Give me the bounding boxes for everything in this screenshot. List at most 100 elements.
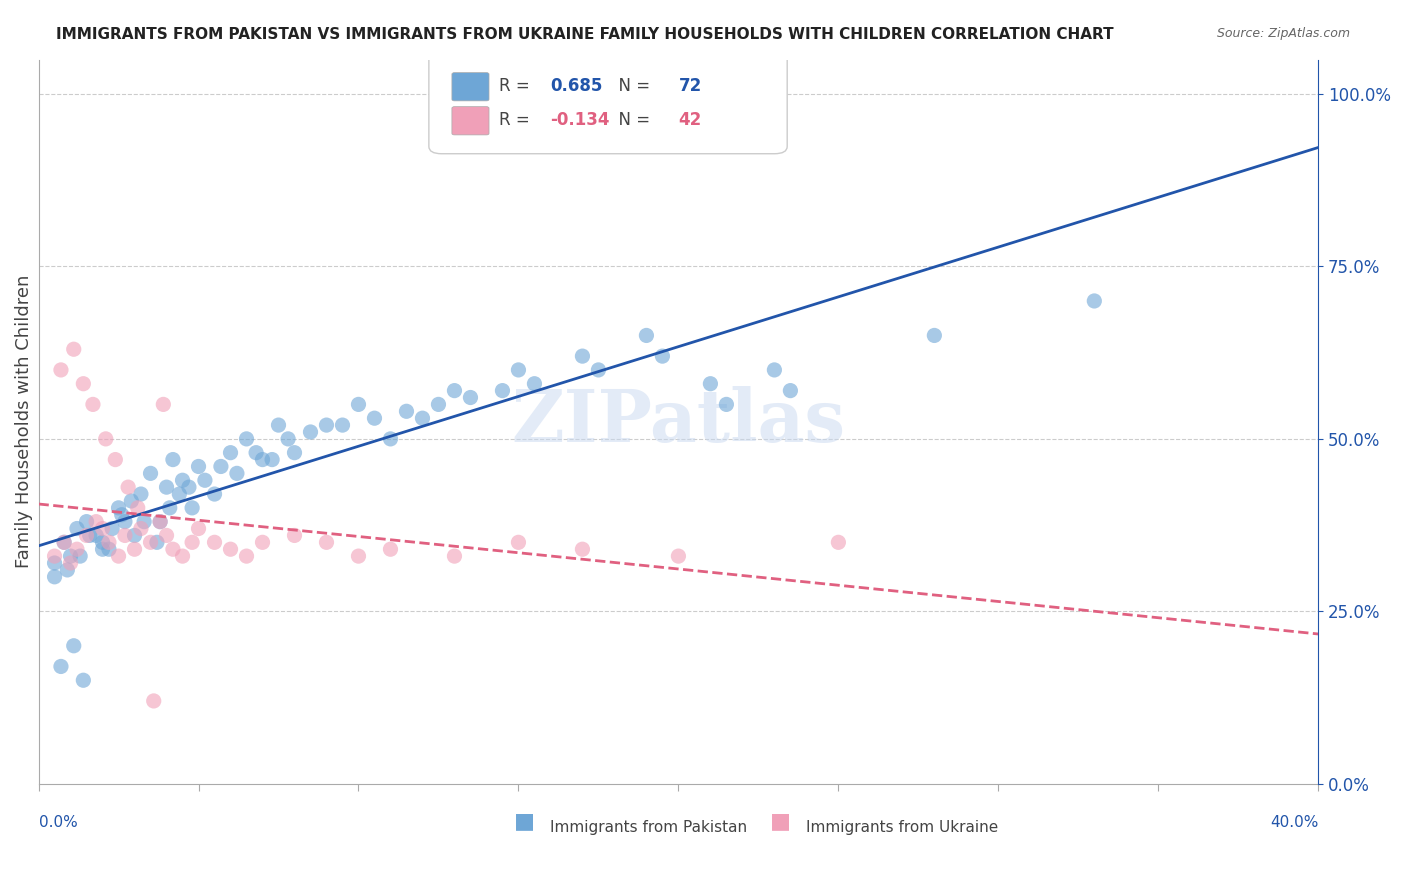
Immigrants from Pakistan xyxy=(101,522,124,536)
Immigrants from Pakistan xyxy=(181,500,204,515)
Immigrants from Pakistan xyxy=(69,549,91,563)
Immigrants from Pakistan xyxy=(245,445,267,459)
Immigrants from Pakistan xyxy=(124,528,146,542)
Immigrants from Ukraine xyxy=(219,542,242,557)
Immigrants from Pakistan xyxy=(44,556,66,570)
Immigrants from Pakistan xyxy=(114,515,136,529)
Immigrants from Pakistan xyxy=(347,397,370,411)
Text: ■: ■ xyxy=(770,811,792,831)
Immigrants from Pakistan xyxy=(56,563,79,577)
Immigrants from Ukraine xyxy=(104,452,127,467)
Immigrants from Pakistan xyxy=(159,500,181,515)
Text: -0.134: -0.134 xyxy=(550,112,610,129)
Immigrants from Ukraine xyxy=(181,535,204,549)
Immigrants from Ukraine xyxy=(347,549,370,563)
Immigrants from Ukraine xyxy=(127,500,149,515)
Immigrants from Pakistan xyxy=(443,384,465,398)
Immigrants from Pakistan xyxy=(59,549,82,563)
Immigrants from Pakistan xyxy=(235,432,257,446)
Immigrants from Pakistan xyxy=(84,528,107,542)
Immigrants from Ukraine xyxy=(53,535,76,549)
Immigrants from Pakistan xyxy=(262,452,284,467)
Text: 72: 72 xyxy=(679,78,702,95)
Immigrants from Pakistan xyxy=(169,487,191,501)
Immigrants from Pakistan xyxy=(194,473,217,487)
Immigrants from Pakistan xyxy=(363,411,385,425)
Immigrants from Pakistan xyxy=(97,542,120,557)
Immigrants from Ukraine xyxy=(315,535,337,549)
Text: 42: 42 xyxy=(679,112,702,129)
Immigrants from Ukraine xyxy=(668,549,690,563)
Immigrants from Pakistan xyxy=(411,411,433,425)
Immigrants from Ukraine xyxy=(172,549,194,563)
Immigrants from Pakistan xyxy=(162,452,184,467)
Immigrants from Pakistan xyxy=(187,459,209,474)
Text: R =: R = xyxy=(499,112,536,129)
Immigrants from Pakistan xyxy=(111,508,134,522)
Immigrants from Pakistan xyxy=(91,535,114,549)
Immigrants from Pakistan xyxy=(129,487,152,501)
Immigrants from Ukraine xyxy=(94,432,117,446)
Immigrants from Pakistan xyxy=(149,515,172,529)
Immigrants from Pakistan xyxy=(523,376,546,391)
Immigrants from Pakistan xyxy=(491,384,513,398)
Text: N =: N = xyxy=(607,112,655,129)
Immigrants from Pakistan xyxy=(226,467,249,481)
Immigrants from Pakistan xyxy=(395,404,418,418)
Immigrants from Pakistan xyxy=(779,384,801,398)
Text: 0.0%: 0.0% xyxy=(38,815,77,830)
Immigrants from Pakistan xyxy=(277,432,299,446)
Immigrants from Ukraine xyxy=(187,522,209,536)
Immigrants from Pakistan xyxy=(380,432,402,446)
Text: Immigrants from Ukraine: Immigrants from Ukraine xyxy=(807,820,998,835)
Immigrants from Ukraine xyxy=(827,535,849,549)
Immigrants from Ukraine xyxy=(124,542,146,557)
Immigrants from Ukraine xyxy=(76,528,98,542)
Immigrants from Ukraine xyxy=(139,535,162,549)
Immigrants from Ukraine xyxy=(107,549,129,563)
Immigrants from Ukraine xyxy=(380,542,402,557)
FancyBboxPatch shape xyxy=(429,53,787,153)
Immigrants from Pakistan xyxy=(460,391,482,405)
Immigrants from Ukraine xyxy=(66,542,89,557)
FancyBboxPatch shape xyxy=(451,72,489,101)
Immigrants from Ukraine xyxy=(283,528,305,542)
Immigrants from Ukraine xyxy=(155,528,177,542)
Text: R =: R = xyxy=(499,78,536,95)
Immigrants from Pakistan xyxy=(571,349,593,363)
Immigrants from Ukraine xyxy=(44,549,66,563)
Immigrants from Pakistan xyxy=(91,542,114,557)
Immigrants from Pakistan xyxy=(134,515,156,529)
Immigrants from Pakistan xyxy=(924,328,946,343)
Immigrants from Pakistan xyxy=(716,397,738,411)
Text: N =: N = xyxy=(607,78,655,95)
Immigrants from Pakistan xyxy=(204,487,226,501)
Text: Source: ZipAtlas.com: Source: ZipAtlas.com xyxy=(1216,27,1350,40)
Immigrants from Ukraine xyxy=(149,515,172,529)
Immigrants from Ukraine xyxy=(162,542,184,557)
Text: 0.685: 0.685 xyxy=(550,78,603,95)
Immigrants from Pakistan xyxy=(155,480,177,494)
Immigrants from Pakistan xyxy=(107,500,129,515)
Immigrants from Pakistan xyxy=(299,425,322,439)
Immigrants from Ukraine xyxy=(142,694,165,708)
Immigrants from Pakistan xyxy=(1083,293,1105,308)
Text: 40.0%: 40.0% xyxy=(1270,815,1319,830)
Immigrants from Pakistan xyxy=(508,363,530,377)
Immigrants from Ukraine xyxy=(235,549,257,563)
Immigrants from Ukraine xyxy=(59,556,82,570)
Immigrants from Ukraine xyxy=(129,522,152,536)
Immigrants from Pakistan xyxy=(49,659,72,673)
Immigrants from Pakistan xyxy=(72,673,94,688)
Immigrants from Pakistan xyxy=(636,328,658,343)
Immigrants from Pakistan xyxy=(219,445,242,459)
Immigrants from Ukraine xyxy=(508,535,530,549)
Y-axis label: Family Households with Children: Family Households with Children xyxy=(15,275,32,568)
Immigrants from Pakistan xyxy=(209,459,232,474)
Immigrants from Pakistan xyxy=(79,528,101,542)
Immigrants from Pakistan xyxy=(66,522,89,536)
Immigrants from Pakistan xyxy=(252,452,274,467)
Immigrants from Pakistan xyxy=(44,570,66,584)
Immigrants from Ukraine xyxy=(84,515,107,529)
Immigrants from Pakistan xyxy=(651,349,673,363)
